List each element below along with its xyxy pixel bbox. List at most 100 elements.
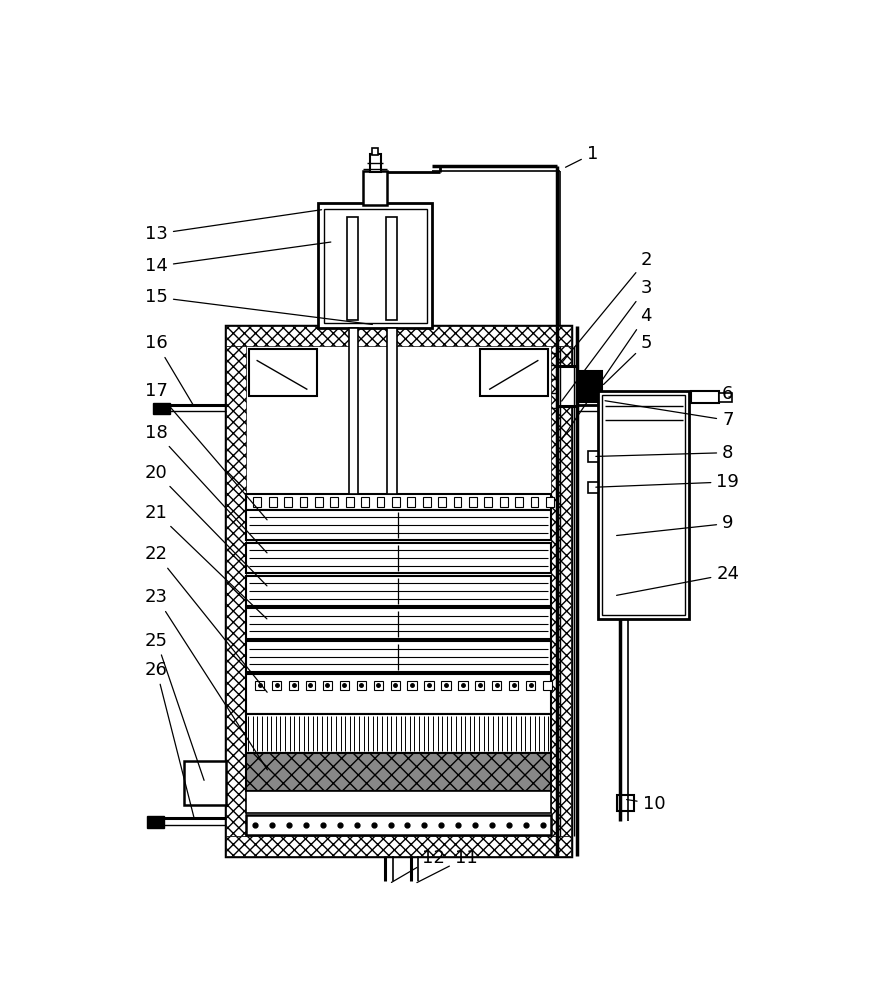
Bar — [377, 497, 384, 507]
Bar — [249, 349, 317, 396]
Text: 23: 23 — [145, 588, 267, 770]
Text: 25: 25 — [145, 632, 204, 780]
Bar — [453, 497, 461, 507]
Bar — [372, 148, 378, 155]
Bar — [484, 497, 492, 507]
Bar — [318, 203, 432, 328]
Bar — [147, 816, 164, 828]
Bar — [374, 681, 383, 690]
Text: 7: 7 — [605, 401, 733, 429]
Bar — [246, 714, 551, 753]
Text: 26: 26 — [145, 661, 195, 819]
Bar — [577, 371, 602, 402]
Bar — [691, 391, 718, 403]
Bar — [598, 391, 689, 619]
Bar — [253, 497, 261, 507]
Bar — [588, 451, 598, 462]
Bar — [602, 395, 686, 615]
Text: 6: 6 — [722, 385, 733, 403]
Bar — [225, 326, 571, 346]
Bar — [225, 836, 571, 856]
Bar — [546, 497, 553, 507]
Text: 16: 16 — [145, 334, 194, 406]
Bar — [526, 681, 535, 690]
Text: 19: 19 — [595, 473, 739, 491]
Text: 15: 15 — [145, 288, 373, 324]
Text: 1: 1 — [566, 145, 598, 167]
Bar — [246, 791, 551, 813]
Bar — [423, 497, 431, 507]
Bar — [543, 681, 553, 690]
Bar — [339, 681, 349, 690]
Text: 18: 18 — [145, 424, 267, 553]
Text: 20: 20 — [145, 464, 267, 586]
Bar — [184, 761, 225, 805]
Text: 4: 4 — [561, 307, 652, 440]
Bar — [531, 497, 538, 507]
Bar — [500, 497, 508, 507]
Bar — [492, 681, 502, 690]
Bar — [324, 209, 427, 323]
Bar — [246, 641, 551, 672]
Text: 14: 14 — [145, 242, 331, 275]
Bar — [246, 674, 551, 714]
Bar — [408, 497, 415, 507]
Bar — [153, 403, 170, 414]
Bar — [516, 497, 523, 507]
Bar — [370, 154, 381, 172]
Bar — [284, 497, 292, 507]
Text: 22: 22 — [145, 545, 267, 692]
Bar — [424, 681, 434, 690]
Bar — [475, 681, 484, 690]
Bar — [347, 217, 358, 320]
Bar — [346, 497, 353, 507]
Text: 8: 8 — [595, 444, 733, 462]
Bar — [225, 326, 571, 856]
Text: 2: 2 — [562, 251, 652, 363]
Bar — [357, 681, 366, 690]
Bar — [363, 171, 388, 205]
Bar — [361, 497, 369, 507]
Bar — [588, 482, 598, 493]
Bar — [225, 346, 246, 836]
Text: 3: 3 — [561, 279, 652, 401]
Text: 9: 9 — [617, 514, 733, 536]
Bar — [557, 366, 577, 406]
Bar — [300, 497, 308, 507]
Text: 21: 21 — [145, 504, 267, 619]
Bar — [459, 681, 467, 690]
Bar — [315, 497, 323, 507]
Bar — [246, 608, 551, 639]
Bar — [306, 681, 315, 690]
Bar — [469, 497, 477, 507]
Bar — [718, 393, 732, 402]
Bar — [323, 681, 332, 690]
Text: 11: 11 — [417, 849, 477, 883]
Bar — [246, 494, 551, 510]
Bar — [386, 217, 396, 320]
Bar — [480, 349, 547, 396]
Bar — [246, 815, 551, 835]
Text: 10: 10 — [626, 795, 666, 813]
Bar — [289, 681, 298, 690]
Bar — [388, 328, 396, 494]
Text: 5: 5 — [603, 334, 652, 384]
Bar — [272, 681, 282, 690]
Bar — [269, 497, 276, 507]
Bar — [617, 795, 634, 811]
Bar — [331, 497, 339, 507]
Bar — [246, 576, 551, 606]
Text: 12: 12 — [391, 849, 446, 882]
Bar — [246, 510, 551, 540]
Bar — [390, 681, 400, 690]
Bar — [441, 681, 451, 690]
Text: 13: 13 — [145, 210, 322, 243]
Text: 17: 17 — [145, 382, 267, 520]
Bar — [246, 543, 551, 573]
Bar — [255, 681, 264, 690]
Bar — [438, 497, 446, 507]
Bar — [510, 681, 518, 690]
Bar — [551, 346, 571, 836]
Bar — [349, 328, 358, 494]
Bar — [246, 753, 551, 791]
